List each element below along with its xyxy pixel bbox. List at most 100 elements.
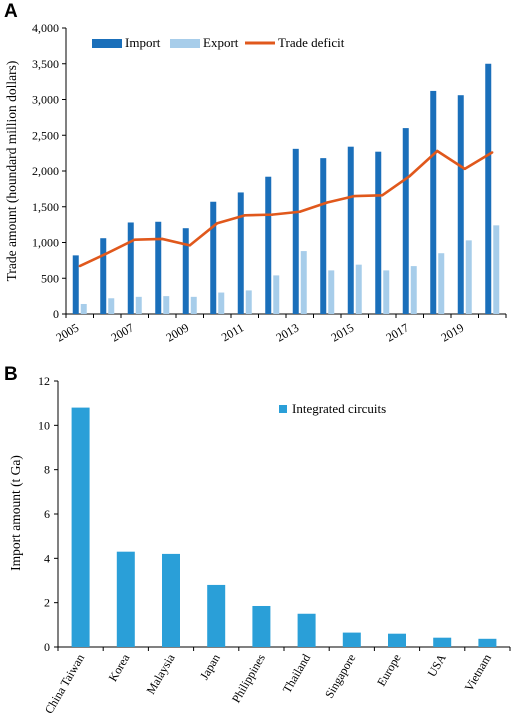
export-bar [273, 275, 280, 314]
x-category-label: Thailand [280, 652, 313, 696]
legend-import-swatch [92, 39, 122, 48]
panel-a-chart: 0 500 1,000 1,500 2,000 2,500 3,000 3,500 4,000 2… [32, 21, 507, 345]
trade-deficit-point [106, 252, 109, 255]
y-tick-label: 6 [44, 507, 50, 521]
import-bar [430, 90, 437, 314]
export-bar [245, 290, 252, 314]
x-category-label: Singapore [322, 652, 358, 701]
import-bar [210, 201, 217, 314]
export-bar [300, 251, 307, 314]
legend-import-label: Import [125, 35, 161, 50]
export-bar [218, 292, 225, 314]
x-tick-label: 2019 [438, 320, 466, 344]
y-tick-label: 4,000 [32, 21, 59, 35]
x-category-label: Malaysia [143, 651, 177, 697]
trade-deficit-point [491, 151, 494, 154]
export-bar [135, 296, 142, 314]
import-bar [265, 176, 272, 314]
trade-deficit-point [78, 264, 81, 268]
y-tick-label: 1,000 [32, 236, 59, 250]
import-bar [375, 151, 382, 314]
y-tick-label: 2,000 [32, 164, 59, 178]
x-tick-label: 2007 [108, 320, 136, 344]
x-tick-label: 2009 [163, 320, 191, 344]
panel-a-letter: A [4, 1, 18, 22]
legend-ic-label: Integrated circuits [292, 401, 386, 416]
import-bar [485, 63, 492, 314]
x-category-label: Korea [106, 651, 133, 684]
integrated-circuits-bar [297, 613, 316, 647]
x-category-label: Europe [374, 652, 403, 689]
y-tick-label: 3,500 [32, 57, 59, 71]
import-bar [347, 146, 354, 314]
export-bar [465, 240, 472, 314]
x-category-label: Japan [197, 652, 223, 683]
integrated-circuits-bar [342, 632, 361, 647]
import-bar [72, 255, 79, 314]
x-tick-label: 2005 [53, 320, 81, 344]
trade-deficit-point [188, 244, 191, 247]
integrated-circuits-bar [207, 584, 226, 647]
trade-deficit-point [216, 221, 219, 225]
legend-export-swatch [170, 39, 200, 48]
y-tick-label: 0 [44, 640, 50, 654]
x-tick-label: 2011 [219, 320, 246, 344]
y-tick-label: 1,500 [32, 200, 59, 214]
y-tick-label: 12 [38, 374, 50, 388]
y-tick-label: 500 [41, 271, 59, 285]
integrated-circuits-bar [71, 407, 90, 647]
integrated-circuits-bar [433, 637, 452, 647]
export-bar [383, 270, 390, 314]
y-tick-label: 3,000 [32, 93, 59, 107]
x-category-label: Vietnam [462, 651, 495, 694]
x-tick-label: 2017 [383, 320, 411, 344]
export-bar [355, 264, 362, 314]
integrated-circuits-bar [162, 553, 180, 647]
integrated-circuits-bar [252, 605, 271, 647]
trade-deficit-point [353, 194, 356, 198]
export-bar [438, 253, 445, 314]
trade-deficit-point [408, 174, 411, 178]
y-tick-label: 2 [44, 596, 50, 610]
integrated-circuits-bar [116, 551, 135, 647]
import-bar [155, 221, 162, 314]
y-tick-label: 0 [53, 307, 59, 321]
import-bar [292, 148, 299, 314]
export-bar [190, 296, 197, 314]
legend-export-label: Export [203, 35, 239, 50]
x-tick-label: 2013 [273, 320, 301, 344]
integrated-circuits-bar [478, 638, 497, 647]
import-bar [320, 158, 327, 314]
trade-deficit-point [381, 194, 384, 197]
y-tick-label: 10 [38, 418, 50, 432]
legend-deficit-label: Trade deficit [278, 35, 345, 50]
legend-ic-swatch [279, 405, 287, 413]
panel-b-letter: B [4, 364, 18, 385]
export-bar [163, 296, 170, 314]
import-bar [127, 222, 134, 314]
trade-deficit-point [326, 201, 329, 204]
import-bar [457, 95, 464, 315]
y-tick-label: 4 [44, 551, 50, 565]
import-bar [237, 192, 244, 314]
export-bar [108, 298, 115, 314]
trade-deficit-point [133, 238, 136, 241]
trade-deficit-point [298, 210, 301, 213]
import-bar [100, 238, 107, 314]
panel-b-chart: 0 2 4 6 8 10 12 China Taiwan Korea Malaysia Japan P… [38, 374, 511, 717]
y-tick-label: 2,500 [32, 128, 59, 142]
trade-deficit-point [161, 237, 164, 241]
trade-deficit-point [271, 213, 274, 216]
trade-deficit-line [79, 149, 493, 268]
trade-deficit-point [436, 149, 439, 153]
import-bar [402, 128, 409, 314]
export-bar [80, 303, 87, 314]
x-category-label: Philippines [229, 651, 268, 705]
x-tick-label: 2015 [328, 320, 356, 344]
panel-b-y-axis-label: Import amount (t Ga) [8, 455, 23, 571]
export-bar [328, 270, 335, 314]
y-tick-label: 8 [44, 463, 50, 477]
x-category-label: China Taiwan [42, 652, 87, 717]
trade-deficit-point [463, 167, 466, 171]
